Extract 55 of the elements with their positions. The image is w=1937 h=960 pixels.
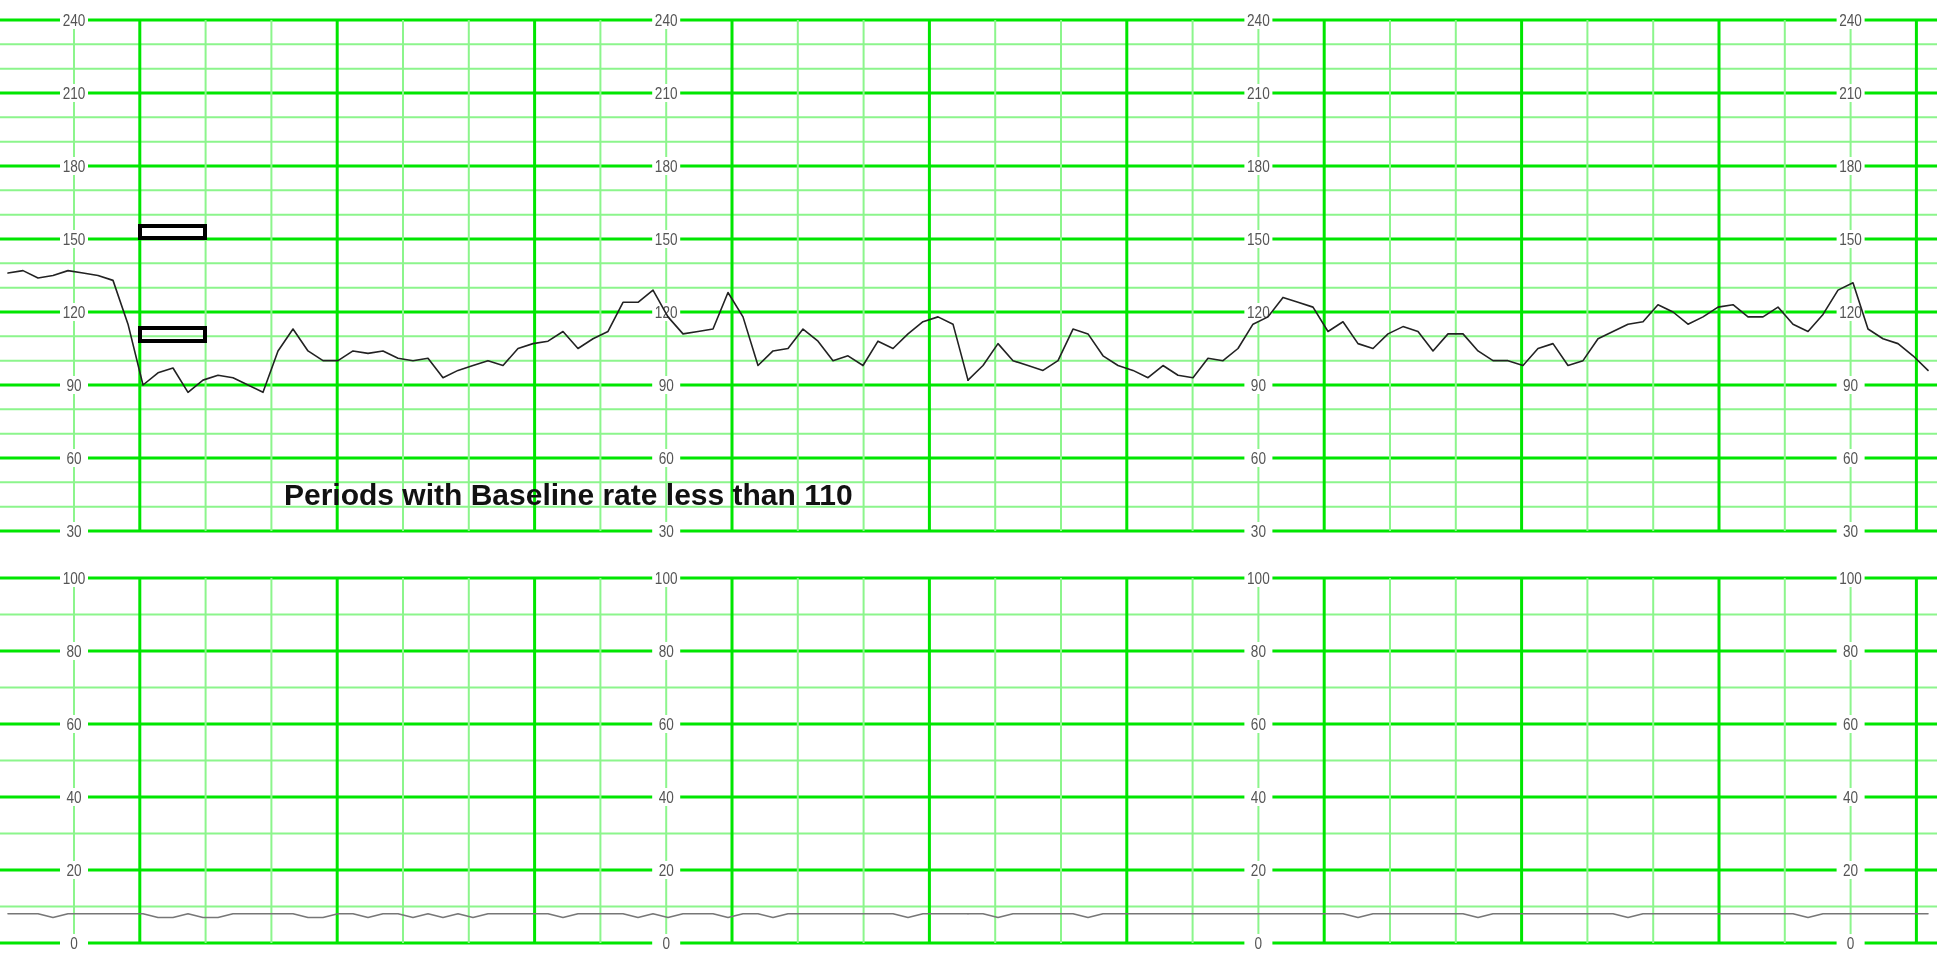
y-tick-label: 180 [62, 156, 86, 176]
y-tick-label: 100 [62, 568, 86, 588]
y2-tick-label: 80 [658, 641, 674, 661]
y2-tick-label: 90 [658, 375, 674, 395]
y-tick-label: 80 [66, 641, 82, 661]
y-tick-label: 90 [66, 375, 82, 395]
y-tick-label: 90 [1250, 375, 1266, 395]
y2-tick-label: 60 [658, 448, 674, 468]
y2-tick-label: 80 [1843, 641, 1859, 661]
y-tick-label: 80 [1250, 641, 1266, 661]
y2-tick-label: 90 [1843, 375, 1859, 395]
y2-tick-label: 180 [654, 156, 678, 176]
y-tick-label: 150 [1247, 229, 1270, 249]
y-tick-label: 60 [1250, 448, 1266, 468]
y-tick-label: 30 [1250, 521, 1266, 541]
y2-tick-label: 210 [1839, 83, 1862, 103]
y-tick-label: 0 [1254, 933, 1263, 953]
y2-tick-label: 180 [1839, 156, 1862, 176]
y2-tick-label: 150 [1839, 229, 1862, 249]
y-tick-label: 120 [62, 302, 86, 322]
y2-tick-label: 100 [1839, 568, 1862, 588]
y-tick-label: 60 [66, 714, 82, 734]
y-tick-label: 120 [1247, 302, 1270, 322]
y-tick-label: 40 [66, 787, 82, 807]
y2-tick-label: 40 [1843, 787, 1859, 807]
y-tick-label: 0 [70, 933, 78, 953]
y-tick-label: 210 [1247, 83, 1270, 103]
y2-tick-label: 20 [658, 860, 674, 880]
y-tick-label: 30 [66, 521, 82, 541]
y-tick-label: 20 [66, 860, 82, 880]
y-tick-label: 240 [62, 10, 86, 30]
y-tick-label: 240 [1247, 10, 1270, 30]
y2-tick-label: 240 [654, 10, 678, 30]
y2-tick-label: 20 [1843, 860, 1859, 880]
y2-tick-label: 240 [1839, 10, 1862, 30]
y-tick-label: 100 [1247, 568, 1270, 588]
y2-tick-label: 60 [1843, 714, 1859, 734]
y2-tick-label: 40 [658, 787, 674, 807]
y2-tick-label: 60 [1843, 448, 1859, 468]
y2-tick-label: 210 [654, 83, 678, 103]
y-tick-label: 40 [1250, 787, 1266, 807]
y-tick-label: 180 [1247, 156, 1270, 176]
y-tick-label: 60 [1250, 714, 1266, 734]
y2-tick-label: 0 [662, 933, 670, 953]
y2-tick-label: 0 [1846, 933, 1855, 953]
y2-tick-label: 100 [654, 568, 678, 588]
y-tick-label: 210 [62, 83, 86, 103]
y2-tick-label: 60 [658, 714, 674, 734]
y2-tick-label: 30 [658, 521, 674, 541]
y2-tick-label: 150 [654, 229, 678, 249]
y-tick-label: 20 [1250, 860, 1266, 880]
y-tick-label: 150 [62, 229, 86, 249]
y2-tick-label: 120 [1839, 302, 1862, 322]
y-tick-label: 60 [66, 448, 82, 468]
y2-tick-label: 30 [1843, 521, 1859, 541]
